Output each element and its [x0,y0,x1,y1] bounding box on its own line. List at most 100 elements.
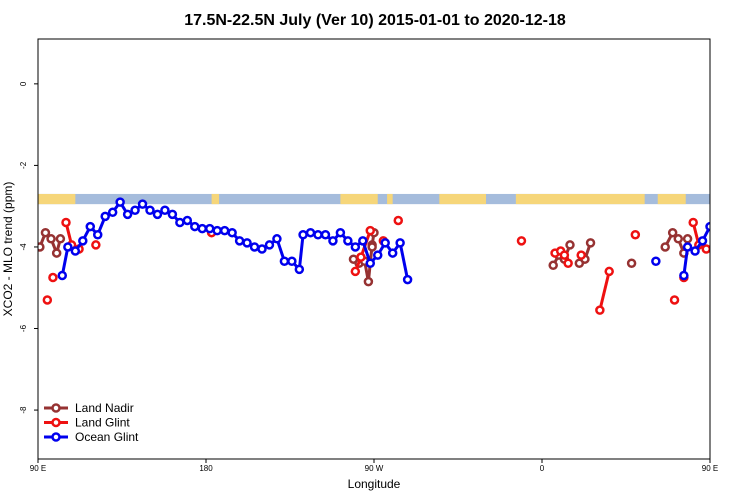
legend-label-ocean-glint: Ocean Glint [75,430,139,444]
data-point-ocean-glint [679,270,689,281]
data-point-ocean-glint [212,225,222,236]
data-point-ocean-glint [85,221,96,232]
data-point-ocean-glint [343,236,353,246]
data-point-land-nadir [363,276,374,287]
data-point-ocean-glint [350,242,361,252]
map-strip-land [38,193,76,205]
data-point-ocean-glint [175,217,185,228]
data-point-ocean-glint [395,238,405,248]
map-strip-land [211,193,220,205]
legend-item-ocean-glint: Ocean Glint [44,430,139,444]
y-tick-label: -2 [19,161,28,169]
series-ocean-glint [57,197,710,285]
y-tick-label: -8 [19,406,28,414]
data-point-ocean-glint [57,270,68,281]
data-point-ocean-glint [100,211,110,222]
data-point-land-nadir [682,234,693,244]
series-layer [38,197,710,315]
data-point-ocean-glint [335,227,346,238]
data-point-ocean-glint [122,209,133,220]
data-point-land-glint [559,250,570,260]
data-point-ocean-glint [167,209,178,220]
data-point-land-glint [61,217,71,228]
map-strip-land [657,193,686,205]
y-tick-label: 0 [19,81,28,86]
x-tick-label: 0 [540,464,545,473]
data-point-land-nadir [548,260,558,271]
y-tick-label: -6 [19,324,28,332]
data-point-ocean-glint [242,238,252,248]
data-point-land-glint [350,266,361,277]
legend-label-land-glint: Land Glint [75,416,130,430]
data-point-ocean-glint [160,205,170,216]
data-point-ocean-glint [365,258,376,269]
data-point-land-glint [576,250,586,260]
data-point-ocean-glint [298,229,308,240]
data-point-ocean-glint [264,240,275,250]
data-point-land-glint [669,295,680,305]
data-point-ocean-glint [219,225,230,236]
legend-marker-ocean-glint [51,432,61,442]
legend-item-land-glint: Land Glint [44,416,130,430]
data-point-land-nadir [565,240,575,250]
data-point-ocean-glint [130,205,140,216]
data-point-land-nadir [367,242,377,252]
data-point-ocean-glint [190,221,200,232]
data-point-land-glint [701,244,710,254]
data-point-ocean-glint [358,236,368,246]
data-point-ocean-glint [92,229,103,240]
data-point-land-nadir [40,227,51,238]
legend-label-land-nadir: Land Nadir [75,401,134,415]
data-point-land-glint [48,272,58,283]
data-point-ocean-glint [70,246,81,256]
data-point-ocean-glint [651,256,661,266]
data-point-ocean-glint [204,223,215,234]
map-strip-land [340,193,378,205]
data-point-ocean-glint [313,229,323,240]
data-point-land-glint [42,295,53,305]
data-point-land-glint [516,236,527,246]
data-point-ocean-glint [152,209,163,220]
data-point-ocean-glint [257,244,267,254]
data-point-ocean-glint [197,223,208,234]
data-point-ocean-glint [682,242,693,252]
y-tick-label: -4 [19,243,28,251]
data-point-ocean-glint [115,197,125,207]
data-point-land-nadir [46,234,56,244]
data-point-ocean-glint [372,250,383,260]
data-point-land-glint [563,258,573,269]
data-point-ocean-glint [380,238,390,248]
data-point-ocean-glint [705,221,710,232]
data-point-ocean-glint [137,199,148,209]
data-point-ocean-glint [697,236,708,246]
data-point-land-nadir [51,248,62,258]
map-strip-land [515,193,645,205]
series-line-land-glint [598,271,611,311]
x-tick-label: 180 [199,464,213,473]
data-point-ocean-glint [305,227,316,238]
data-point-land-nadir [585,238,596,248]
legend-marker-land-nadir [51,403,61,413]
y-axis-label: XCO2 - MLO trend (ppm) [1,182,15,317]
data-point-land-glint [365,225,376,236]
data-point-ocean-glint [294,264,305,275]
legend-marker-land-glint [51,417,61,428]
data-point-ocean-glint [182,215,193,226]
legend-item-land-nadir: Land Nadir [44,401,134,415]
data-point-land-nadir [660,242,670,252]
data-point-ocean-glint [320,229,331,240]
data-point-ocean-glint [387,248,398,258]
data-point-land-glint [91,240,101,250]
data-point-land-nadir [626,258,637,269]
data-point-land-nadir [38,242,45,252]
axes-layer: 90 E 180 90 W 0 90 E 0 -2 -4 -6 -8 [19,81,718,473]
data-point-ocean-glint [63,242,73,252]
x-tick-label: 90 E [702,464,718,473]
data-point-ocean-glint [107,207,118,218]
data-point-land-nadir [673,234,684,244]
data-point-ocean-glint [402,274,413,285]
data-point-land-glint [393,215,404,226]
data-point-ocean-glint [78,236,88,246]
